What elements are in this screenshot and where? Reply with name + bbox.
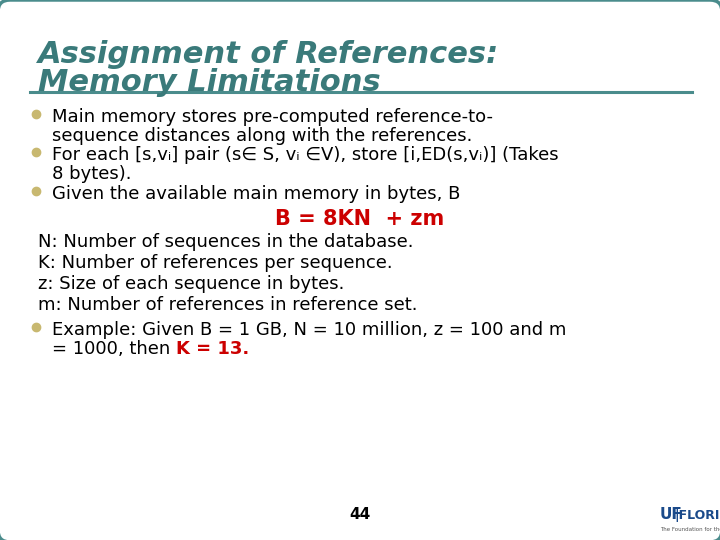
Text: = 1000, then: = 1000, then — [52, 340, 176, 358]
Text: 44: 44 — [349, 507, 371, 522]
Text: Example: Given B = 1 GB, N = 10 million, z = 100 and m: Example: Given B = 1 GB, N = 10 million,… — [52, 321, 567, 339]
Text: m: Number of references in reference set.: m: Number of references in reference set… — [38, 296, 418, 314]
Text: K: Number of references per sequence.: K: Number of references per sequence. — [38, 254, 392, 272]
Text: |FLORIDA: |FLORIDA — [674, 509, 720, 522]
Text: K = 13.: K = 13. — [176, 340, 249, 358]
Text: For each [s,vᵢ] pair (s∈ S, vᵢ ∈V), store [i,ED(s,vᵢ)] (Takes: For each [s,vᵢ] pair (s∈ S, vᵢ ∈V), stor… — [52, 146, 559, 164]
Text: N: Number of sequences in the database.: N: Number of sequences in the database. — [38, 233, 413, 251]
Text: 8 bytes).: 8 bytes). — [52, 165, 132, 183]
Text: Memory Limitations: Memory Limitations — [38, 68, 381, 97]
Text: sequence distances along with the references.: sequence distances along with the refere… — [52, 127, 472, 145]
Text: Given the available main memory in bytes, B: Given the available main memory in bytes… — [52, 185, 460, 203]
Text: UF: UF — [660, 507, 683, 522]
Text: z: Size of each sequence in bytes.: z: Size of each sequence in bytes. — [38, 275, 344, 293]
Text: Assignment of References:: Assignment of References: — [38, 40, 499, 69]
Text: The Foundation for the Gator Nation: The Foundation for the Gator Nation — [660, 527, 720, 532]
Text: B = 8KN  + zm: B = 8KN + zm — [275, 209, 445, 229]
Text: Main memory stores pre-computed reference-to-: Main memory stores pre-computed referenc… — [52, 108, 493, 126]
